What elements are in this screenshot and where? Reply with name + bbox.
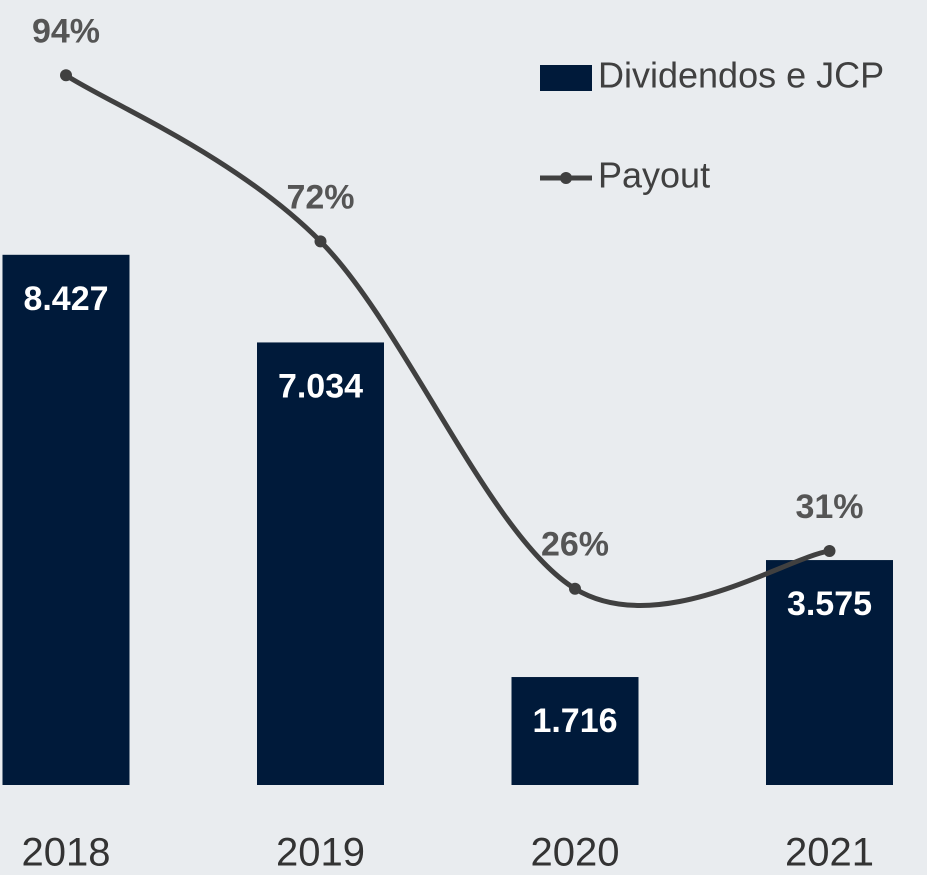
line-value-label: 94% <box>32 12 100 50</box>
line-point <box>823 544 836 557</box>
x-tick-label: 2020 <box>531 831 620 875</box>
legend-label: Dividendos e JCP <box>598 55 884 96</box>
bar <box>2 254 130 785</box>
bar-value-label: 1.716 <box>532 702 617 740</box>
bar <box>511 677 639 785</box>
legend-swatch-marker <box>560 172 572 184</box>
line-point <box>314 235 327 248</box>
line-value-label: 72% <box>286 178 354 216</box>
x-tick-label: 2021 <box>785 831 874 875</box>
line-value-label: 26% <box>541 526 609 564</box>
legend-swatch <box>540 65 592 91</box>
bar <box>257 342 384 785</box>
legend-label: Payout <box>598 155 710 196</box>
x-tick-label: 2018 <box>22 831 111 875</box>
line-value-label: 31% <box>795 488 863 526</box>
bar-value-label: 7.034 <box>278 367 363 405</box>
bar <box>766 560 893 785</box>
line-point <box>569 582 581 595</box>
line <box>64 73 830 608</box>
bar-value-label: 3.575 <box>787 585 872 623</box>
x-tick-label: 2019 <box>276 831 365 875</box>
line-point <box>60 69 72 82</box>
bar-value-label: 8.427 <box>23 280 108 318</box>
